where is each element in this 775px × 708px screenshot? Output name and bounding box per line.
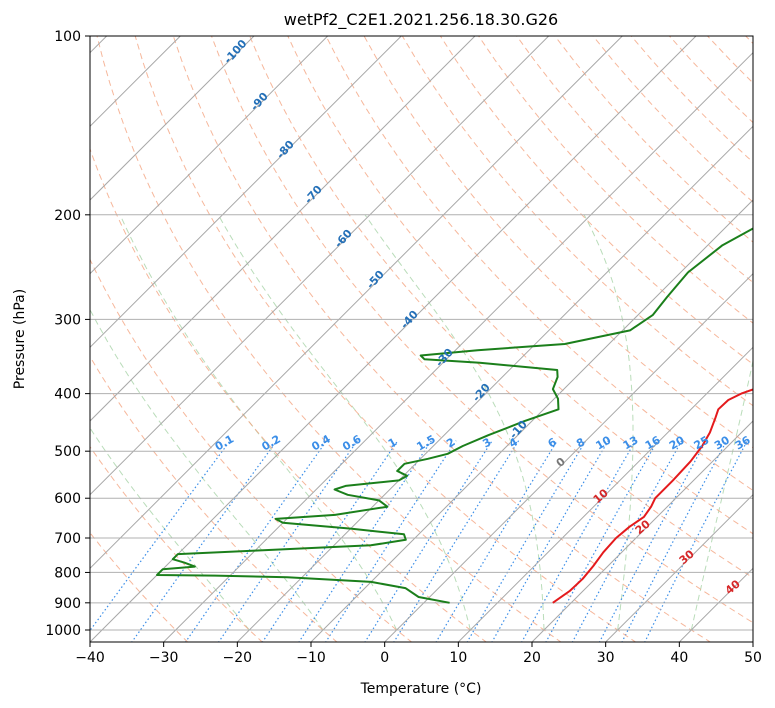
dry-adiabat: [134, 36, 637, 642]
y-tick-label: 400: [54, 387, 81, 403]
dry-adiabat: [96, 36, 562, 642]
dewpoint-profile-line: [156, 227, 753, 604]
x-tick-label: 0: [380, 650, 389, 666]
dry-adiabat: [90, 258, 413, 642]
mixing-ratio-line: [521, 440, 637, 642]
x-tick-label: 20: [523, 650, 541, 666]
mixing-ratio-line: [364, 440, 493, 642]
isotherm: [383, 272, 753, 642]
y-tick-label: 900: [54, 596, 81, 612]
isotherm: [90, 36, 550, 496]
mixing-ratio-line: [298, 440, 432, 642]
chart-title: wetPf2_C2E1.2021.256.18.30.G26: [284, 10, 558, 30]
isotherm: [90, 36, 402, 349]
y-tick-label: 600: [54, 491, 81, 507]
x-tick-label: 50: [744, 650, 762, 666]
isotherm: [236, 125, 753, 642]
dry-adiabat: [211, 36, 753, 624]
y-tick-label: 300: [54, 312, 81, 328]
y-tick-label: 1000: [45, 623, 81, 639]
pressure-gridlines: [90, 36, 753, 631]
x-tick-label: 40: [670, 650, 688, 666]
isotherms: [90, 36, 753, 642]
profile-lines: [156, 227, 753, 604]
mixing-ratio-line: [545, 440, 659, 642]
isotherm: [457, 346, 753, 642]
mixing-ratio-line: [571, 440, 683, 642]
dry-adiabat: [325, 36, 753, 492]
dry-adiabat: [90, 445, 263, 642]
y-tick-label: 700: [54, 531, 81, 547]
dry-adiabat: [249, 36, 753, 579]
dry-adiabat: [172, 36, 712, 642]
isotherm: [90, 36, 697, 642]
isotherm: [604, 493, 753, 642]
isotherm: [90, 36, 329, 275]
mixing-ratio-lines: [90, 440, 748, 642]
mixing-ratio-line: [218, 440, 358, 642]
dry-adiabats: [90, 36, 753, 642]
x-axis-label: Temperature (°C): [360, 681, 482, 697]
temperature-profile-line: [552, 388, 753, 604]
plot-frame: [89, 35, 754, 643]
moist-adiabat: [90, 308, 324, 631]
mixing-ratio-line: [491, 440, 609, 642]
isotherm: [90, 36, 623, 570]
y-tick-label: 800: [54, 565, 81, 581]
mixing-ratio-line: [90, 440, 231, 632]
x-tick-label: −20: [223, 650, 253, 666]
x-tick-label: 30: [597, 650, 615, 666]
isotherm: [310, 199, 753, 642]
y-tick-label: 500: [54, 444, 81, 460]
isotherm: [162, 51, 753, 642]
dry-adiabat: [90, 355, 338, 642]
mixing-ratio-line: [184, 440, 328, 642]
x-tick-label: 10: [449, 650, 467, 666]
mixing-ratio-line: [435, 440, 558, 642]
mixing-ratio-line: [325, 440, 457, 642]
mixing-ratio-line: [261, 440, 399, 642]
isotherm: [90, 36, 476, 422]
x-tick-label: −30: [149, 650, 179, 666]
moist-adiabat: [119, 214, 398, 631]
isotherm: [90, 36, 255, 201]
y-axis-label: Pressure (hPa): [12, 289, 28, 389]
dry-adiabat: [516, 36, 753, 284]
y-tick-label: 200: [54, 208, 81, 224]
dry-adiabat: [287, 36, 753, 535]
x-tick-label: −10: [296, 650, 326, 666]
mixing-ratio-line: [131, 440, 278, 642]
mixing-ratio-line: [466, 440, 587, 642]
y-tick-label: 100: [54, 29, 81, 45]
isotherm: [531, 420, 753, 642]
x-tick-label: −40: [75, 650, 105, 666]
x-axis-ticks: −40 −30 −20 −10 0 10 20 30 40 50: [75, 642, 762, 666]
y-axis-ticks: 100 200 300 400 500 600 700 800 900 1000: [45, 29, 90, 639]
